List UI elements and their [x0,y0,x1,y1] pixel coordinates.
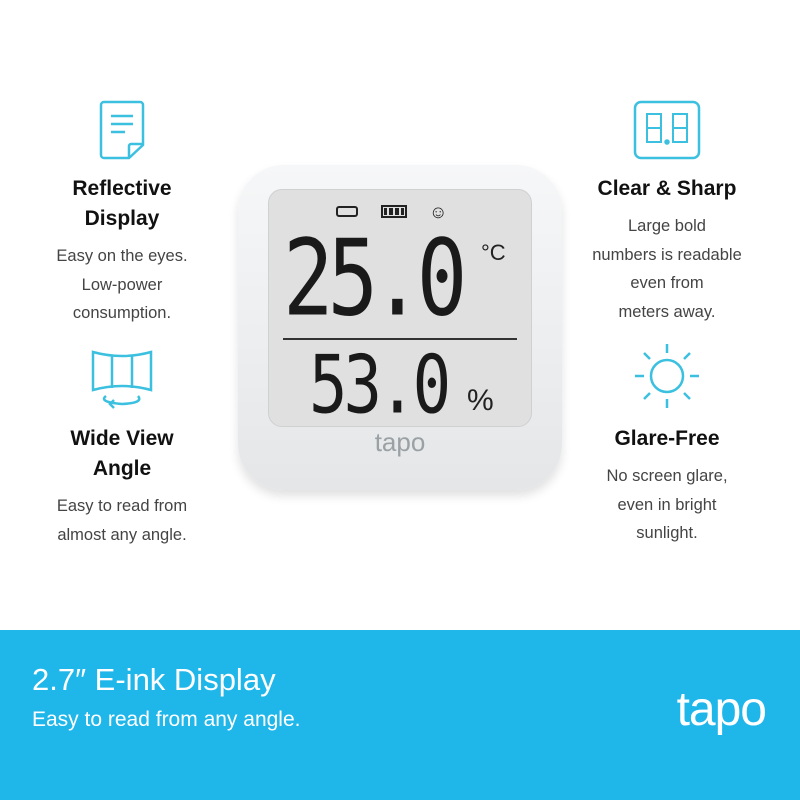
tapo-logo: tapo [374,427,426,457]
feature-title: Reflective Display [72,177,172,230]
feature-title: Wide View Angle [70,427,174,480]
feature-wide-view-angle: Wide View Angle Easy to read from almost… [12,348,232,549]
feature-reflective-display: Reflective Display Easy on the eyes. Low… [12,98,232,328]
feature-description: Large bold numbers is readable even from… [592,217,742,321]
feature-glare-free: Glare-Free No screen glare, even in brig… [557,344,777,548]
battery-icon [381,205,407,218]
humidity-reading: 53.0 [309,339,451,433]
thermometer-device: ☺ 25.0 °C 53.0 % tapo [238,165,562,490]
divider [283,338,517,340]
temperature-reading: 25.0 [283,216,467,340]
document-icon [12,98,232,160]
feature-title: Clear & Sharp [597,177,737,200]
tapo-logo: tapo [676,683,767,736]
banner: 2.7″ E-ink Display Easy to read from any… [0,630,800,800]
banner-title: 2.7″ E-ink Display [32,662,276,697]
feature-clear-sharp: Clear & Sharp Large bold numbers is read… [557,98,777,326]
feature-description: No screen glare, even in bright sunlight… [606,467,728,542]
banner-subtitle: Easy to read from any angle. [32,708,301,731]
feature-description: Easy to read from almost any angle. [56,497,188,544]
temperature-unit: °C [481,240,506,265]
link-icon [336,206,358,217]
wide-view-icon [12,348,232,410]
sun-icon [557,344,777,410]
smiley-icon: ☺ [429,202,448,222]
eink-screen: ☺ 25.0 °C 53.0 % [268,189,532,431]
feature-description: Easy on the eyes. Low-power consumption. [56,247,188,322]
digits-icon [557,98,777,160]
humidity-unit: % [467,384,494,417]
feature-title: Glare-Free [614,427,720,450]
